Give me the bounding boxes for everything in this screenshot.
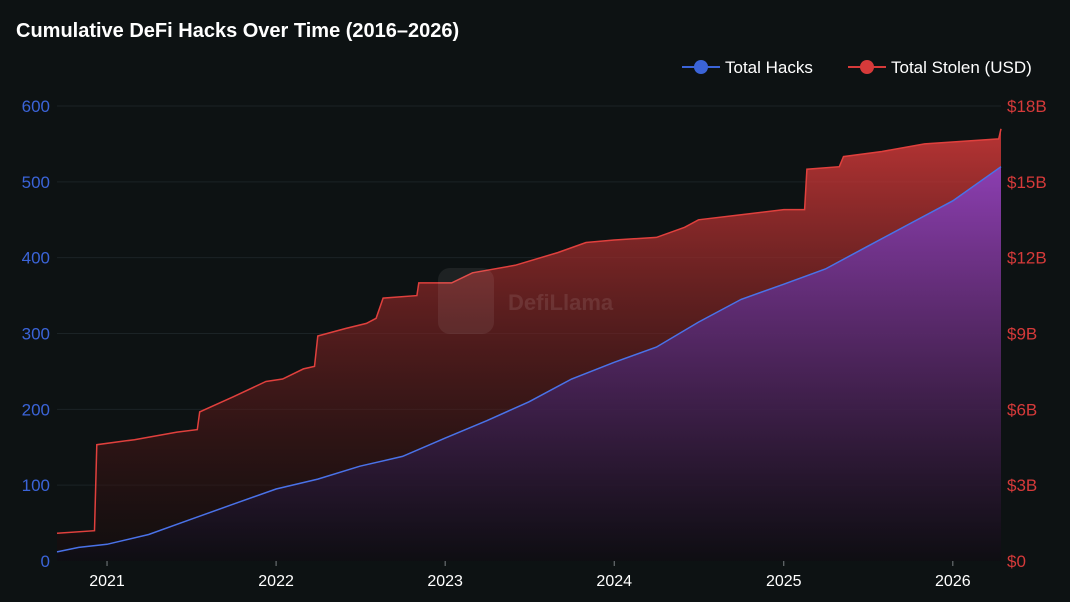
stolen-line xyxy=(56,128,1002,534)
chart-title: Cumulative DeFi Hacks Over Time (2016–20… xyxy=(16,20,459,42)
legend-marker-hacks xyxy=(694,60,708,74)
y-right-tick-label: $6B xyxy=(1007,400,1037,419)
watermark: DefiLlama xyxy=(438,268,614,334)
hacks-line xyxy=(56,166,1002,553)
x-tick-label: 2022 xyxy=(258,573,294,590)
legend-marker-stolen xyxy=(860,60,874,74)
x-tick-label: 2026 xyxy=(935,573,971,590)
y-right-tick-label: $18B xyxy=(1007,97,1047,116)
y-right-tick-label: $15B xyxy=(1007,173,1047,192)
llama-logo-icon xyxy=(438,268,494,334)
y-axis-left: 0 100 200 300 400 500 600 xyxy=(22,97,50,571)
legend-label-hacks: Total Hacks xyxy=(725,58,813,77)
x-tick-label: 2025 xyxy=(766,573,802,590)
y-right-tick-label: $3B xyxy=(1007,476,1037,495)
legend: Total Hacks Total Stolen (USD) xyxy=(682,58,1032,77)
y-right-tick-label: $12B xyxy=(1007,249,1047,268)
legend-item-stolen[interactable]: Total Stolen (USD) xyxy=(848,58,1032,77)
y-left-tick-label: 100 xyxy=(22,476,50,495)
y-axis-right: $0 $3B $6B $9B $12B $15B $18B xyxy=(1007,97,1047,571)
x-axis: 2021 2022 2023 2024 2025 2026 xyxy=(89,561,971,590)
y-left-tick-label: 0 xyxy=(41,552,50,571)
hacks-area-series xyxy=(56,166,1002,561)
legend-label-stolen: Total Stolen (USD) xyxy=(891,58,1032,77)
y-left-tick-label: 200 xyxy=(22,400,50,419)
watermark-text: DefiLlama xyxy=(508,290,614,315)
y-left-tick-label: 500 xyxy=(22,173,50,192)
y-right-tick-label: $9B xyxy=(1007,325,1037,344)
legend-item-hacks[interactable]: Total Hacks xyxy=(682,58,813,77)
y-left-tick-label: 300 xyxy=(22,325,50,344)
y-left-tick-label: 600 xyxy=(22,97,50,116)
y-right-tick-label: $0 xyxy=(1007,552,1026,571)
x-tick-label: 2024 xyxy=(596,573,632,590)
hacks-area-fill xyxy=(57,166,1001,561)
x-tick-label: 2023 xyxy=(427,573,463,590)
y-left-tick-label: 400 xyxy=(22,249,50,268)
x-tick-label: 2021 xyxy=(89,573,125,590)
